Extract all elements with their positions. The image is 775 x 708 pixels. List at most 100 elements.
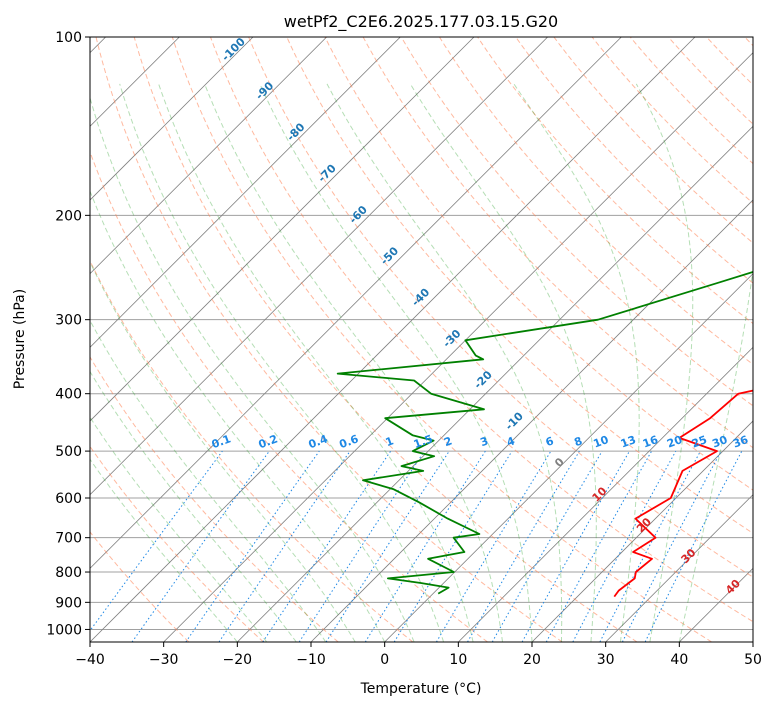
mixing-ratio-label: 6 bbox=[544, 434, 556, 449]
mixing-ratio-line bbox=[131, 450, 270, 642]
x-tick-label: 20 bbox=[523, 652, 541, 668]
mixing-ratio-line bbox=[572, 450, 677, 642]
y-tick-label: 600 bbox=[55, 491, 82, 507]
moist-adiabat-line bbox=[158, 83, 474, 642]
dry-adiabat-line bbox=[553, 37, 753, 244]
y-tick-label: 900 bbox=[55, 595, 82, 611]
dry-adiabat-line bbox=[171, 37, 712, 642]
isotherm-line bbox=[458, 346, 753, 642]
x-tick-label: 10 bbox=[449, 652, 467, 668]
dry-adiabat-line bbox=[438, 37, 753, 366]
plot-frame bbox=[89, 36, 754, 643]
mixing-ratio-line bbox=[521, 450, 630, 642]
mixing-ratio-label: 0.4 bbox=[307, 432, 330, 451]
mixing-ratio-label: 8 bbox=[572, 434, 584, 449]
isobar-gridlines bbox=[90, 37, 753, 630]
y-tick-label: 500 bbox=[55, 444, 82, 460]
mixing-ratio-label: 0.6 bbox=[338, 432, 361, 451]
y-tick-label: 300 bbox=[55, 313, 82, 329]
y-tick-label: 700 bbox=[55, 531, 82, 547]
moist-adiabat-line bbox=[90, 458, 238, 642]
moist-adiabat-line bbox=[259, 83, 533, 642]
moist-adiabat-line bbox=[119, 83, 445, 642]
isotherm-line bbox=[384, 273, 753, 642]
mixing-ratio-label: 10 bbox=[592, 433, 611, 451]
isotherm-line bbox=[90, 37, 475, 422]
x-axis-ticks: −40 −30 −20 −10 0 10 20 30 40 50 bbox=[75, 642, 762, 668]
profile-series bbox=[336, 271, 753, 598]
mixing-ratio-label: 36 bbox=[731, 433, 750, 451]
moist-adiabat-line bbox=[90, 319, 327, 642]
mixing-ratio-line bbox=[298, 450, 425, 642]
isotherm-line bbox=[90, 37, 401, 348]
mixing-ratio-line bbox=[218, 450, 351, 642]
isotherm-line bbox=[237, 125, 753, 642]
moist-adiabat-line bbox=[326, 83, 563, 642]
mixing-ratio-line bbox=[262, 450, 392, 642]
mixing-ratio-label: 0.1 bbox=[210, 432, 233, 451]
mixing-ratio-label: 4 bbox=[505, 434, 517, 449]
isotherm-line bbox=[90, 37, 622, 569]
mixing-ratio-line bbox=[90, 450, 223, 632]
y-tick-label: 400 bbox=[55, 387, 82, 403]
x-tick-label: 50 bbox=[744, 652, 762, 668]
mixing-ratio-label: 25 bbox=[690, 433, 709, 450]
dry-adiabat-line bbox=[629, 37, 753, 165]
x-tick-label: 30 bbox=[597, 652, 615, 668]
mixing-ratio-label: 2 bbox=[442, 434, 454, 449]
x-tick-label: −40 bbox=[75, 652, 105, 668]
y-tick-label: 1000 bbox=[46, 622, 82, 638]
x-tick-label: −10 bbox=[296, 652, 326, 668]
isotherm-line bbox=[90, 37, 548, 496]
chart-title: wetPf2_C2E6.2025.177.03.15.G20 bbox=[284, 12, 558, 32]
mixing-ratio-line bbox=[644, 450, 743, 642]
y-axis-ticks: 100 200 300 400 500 600 700 800 900 1000 bbox=[46, 30, 90, 638]
isotherm-line bbox=[90, 37, 696, 642]
dewpoint-profile-line bbox=[336, 271, 753, 595]
dry-adiabat-line bbox=[362, 37, 753, 449]
isotherm-line bbox=[90, 37, 254, 201]
moist-adiabat-line bbox=[204, 83, 503, 642]
isotherm-line bbox=[605, 494, 753, 642]
mixing-ratio-line bbox=[185, 450, 320, 642]
isotherm-gridlines bbox=[90, 37, 753, 642]
mixing-ratio-line bbox=[545, 450, 653, 642]
x-tick-label: 0 bbox=[380, 652, 389, 668]
plot-area bbox=[90, 37, 753, 642]
mixing-ratio-label: 3 bbox=[478, 434, 490, 449]
dry-adiabat-line bbox=[90, 259, 414, 642]
x-tick-label: −20 bbox=[223, 652, 253, 668]
mixing-ratio-label: 20 bbox=[665, 433, 684, 451]
moist-adiabat-line bbox=[409, 83, 597, 642]
y-axis-label: Pressure (hPa) bbox=[12, 289, 28, 389]
mixing-ratio-label: 16 bbox=[641, 433, 660, 451]
dry-adiabat-line bbox=[400, 37, 753, 407]
moist-adiabat-line bbox=[90, 260, 356, 642]
moist-adiabat-line bbox=[678, 83, 753, 642]
y-tick-label: 800 bbox=[55, 565, 82, 581]
isotherm-line bbox=[90, 37, 327, 275]
mixing-ratio-label: 0.2 bbox=[257, 432, 280, 451]
y-tick-label: 100 bbox=[55, 30, 82, 46]
mixing-ratio-label: 13 bbox=[619, 433, 638, 450]
y-tick-label: 200 bbox=[55, 208, 82, 224]
moist-adiabat-line bbox=[90, 96, 415, 642]
mixing-ratio-lines bbox=[90, 450, 743, 642]
mixing-ratio-line bbox=[325, 450, 450, 642]
mixing-ratio-label: 30 bbox=[710, 433, 729, 451]
dry-adiabat-line bbox=[90, 531, 190, 642]
x-axis-label: Temperature (°C) bbox=[360, 681, 482, 697]
dry-adiabat-line bbox=[133, 37, 638, 642]
dry-adiabat-line bbox=[209, 37, 753, 623]
mixing-ratio-line bbox=[393, 450, 513, 642]
mixing-ratio-label: 1.5 bbox=[412, 432, 435, 451]
isotherm-line bbox=[531, 420, 753, 642]
moist-adiabat-line bbox=[635, 83, 694, 642]
moist-adiabats bbox=[90, 83, 753, 642]
moist-adiabat-line bbox=[513, 83, 640, 642]
mixing-ratio-label: 1 bbox=[384, 434, 396, 449]
dry-adiabat-line bbox=[90, 356, 339, 642]
dry-adiabats bbox=[90, 37, 753, 642]
